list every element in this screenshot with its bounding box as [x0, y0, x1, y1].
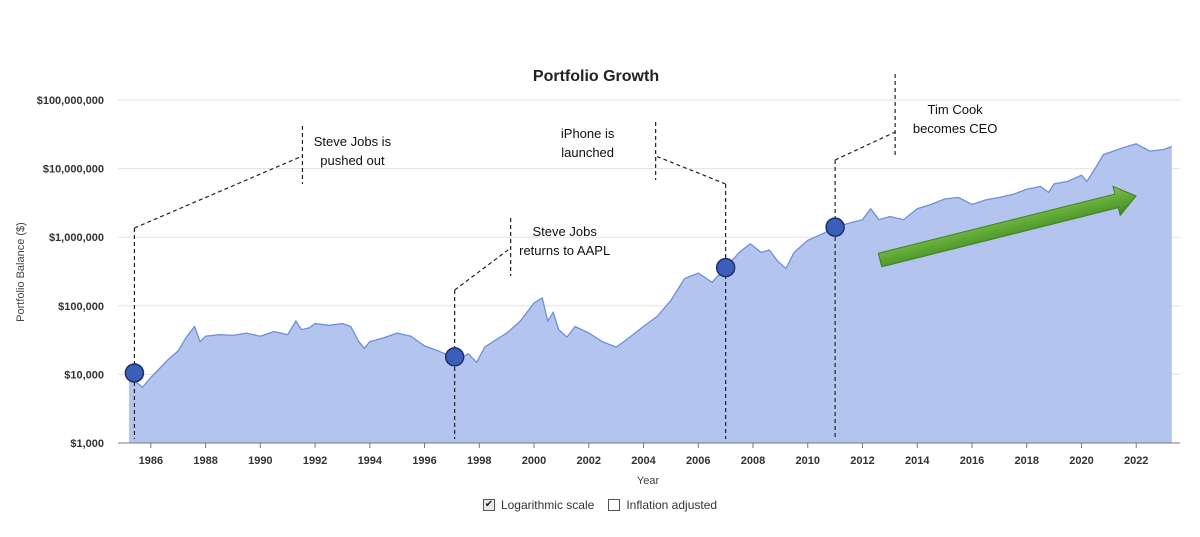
- x-tick-label: 2020: [1069, 455, 1093, 467]
- annotation-text: Steve Jobs is: [314, 134, 392, 149]
- chart-title: Portfolio Growth: [533, 68, 659, 85]
- x-tick-label: 2014: [905, 455, 930, 467]
- y-tick-label: $10,000: [64, 369, 104, 381]
- annotation-text: pushed out: [320, 153, 385, 168]
- annotation-marker: [444, 347, 465, 367]
- x-tick-label: 2008: [741, 455, 765, 467]
- growth-arrow-shape: [877, 185, 1137, 268]
- annotation-leader: [655, 155, 726, 185]
- x-tick-label: 1996: [412, 455, 436, 467]
- log-scale-label: Logarithmic scale: [500, 498, 595, 512]
- x-tick-label: 2000: [522, 455, 546, 467]
- annotation-text: launched: [561, 145, 614, 160]
- y-tick-label: $100,000: [58, 301, 104, 313]
- x-tick-label: 2006: [686, 455, 710, 467]
- log-scale-toggle[interactable]: ✔ Logarithmic scale: [482, 498, 595, 512]
- annotation-marker: [124, 363, 145, 383]
- portfolio-growth-chart: Portfolio Growth $1,000$10,000$100,000$1…: [15, 68, 1180, 487]
- x-tick-label: 2022: [1124, 455, 1148, 467]
- annotations: Steve Jobs is pushed out Steve Jobs returns…: [124, 74, 998, 439]
- annotation-leader: [834, 131, 896, 161]
- arrow-body: [877, 185, 1137, 268]
- inflation-checkbox[interactable]: [608, 499, 621, 511]
- axes: $1,000 $10,000 $100,000 $1,000,000 $10,000,0…: [37, 95, 1180, 467]
- x-tick-label: 2018: [1014, 455, 1038, 467]
- chart-controls: ✔ Logarithmic scale Inflation adjusted: [0, 498, 1200, 512]
- x-tick-label: 2002: [577, 455, 601, 467]
- x-tick-label: 1990: [248, 455, 272, 467]
- x-tick-label: 2010: [796, 455, 820, 467]
- data-area: [128, 143, 1173, 444]
- annotation-text: Tim Cook: [928, 102, 984, 117]
- log-scale-checkbox[interactable]: ✔: [482, 499, 495, 511]
- annotation-leader: [454, 247, 512, 291]
- x-tick-label: 2016: [960, 455, 984, 467]
- annotation: Steve Jobs is pushed out: [124, 126, 392, 439]
- y-tick-label: $1,000: [70, 438, 104, 450]
- annotation: iPhone is launched: [561, 122, 736, 439]
- y-tick-label: $10,000,000: [43, 164, 104, 176]
- x-tick-label: 1986: [139, 455, 163, 467]
- x-tick-label: 1992: [303, 455, 327, 467]
- x-tick-label: 2004: [631, 455, 656, 467]
- portfolio-line: [128, 143, 1173, 389]
- portfolio-area: [128, 143, 1172, 444]
- x-axis-label: Year: [637, 475, 660, 487]
- annotation-text: Steve Jobs: [533, 224, 598, 239]
- annotation-leader: [134, 155, 303, 229]
- annotation-text: becomes CEO: [913, 121, 998, 136]
- y-tick-label: $100,000,000: [37, 95, 104, 107]
- x-tick-label: 1988: [193, 455, 217, 467]
- inflation-toggle[interactable]: Inflation adjusted: [608, 498, 717, 512]
- x-tick-label: 1998: [467, 455, 491, 467]
- annotation-marker: [715, 257, 736, 278]
- annotation-text: iPhone is: [561, 126, 615, 141]
- y-tick-label: $1,000,000: [49, 232, 104, 244]
- growth-arrow: [877, 185, 1137, 268]
- y-axis-label: Portfolio Balance ($): [15, 222, 27, 322]
- x-tick-label: 1994: [358, 455, 383, 467]
- annotation: Tim Cook becomes CEO: [825, 74, 998, 439]
- annotation-marker: [825, 217, 845, 237]
- annotation-text: returns to AAPL: [519, 243, 610, 258]
- x-tick-label: 2012: [850, 455, 874, 467]
- annotation: Steve Jobs returns to AAPL: [444, 218, 610, 439]
- inflation-label: Inflation adjusted: [626, 498, 718, 512]
